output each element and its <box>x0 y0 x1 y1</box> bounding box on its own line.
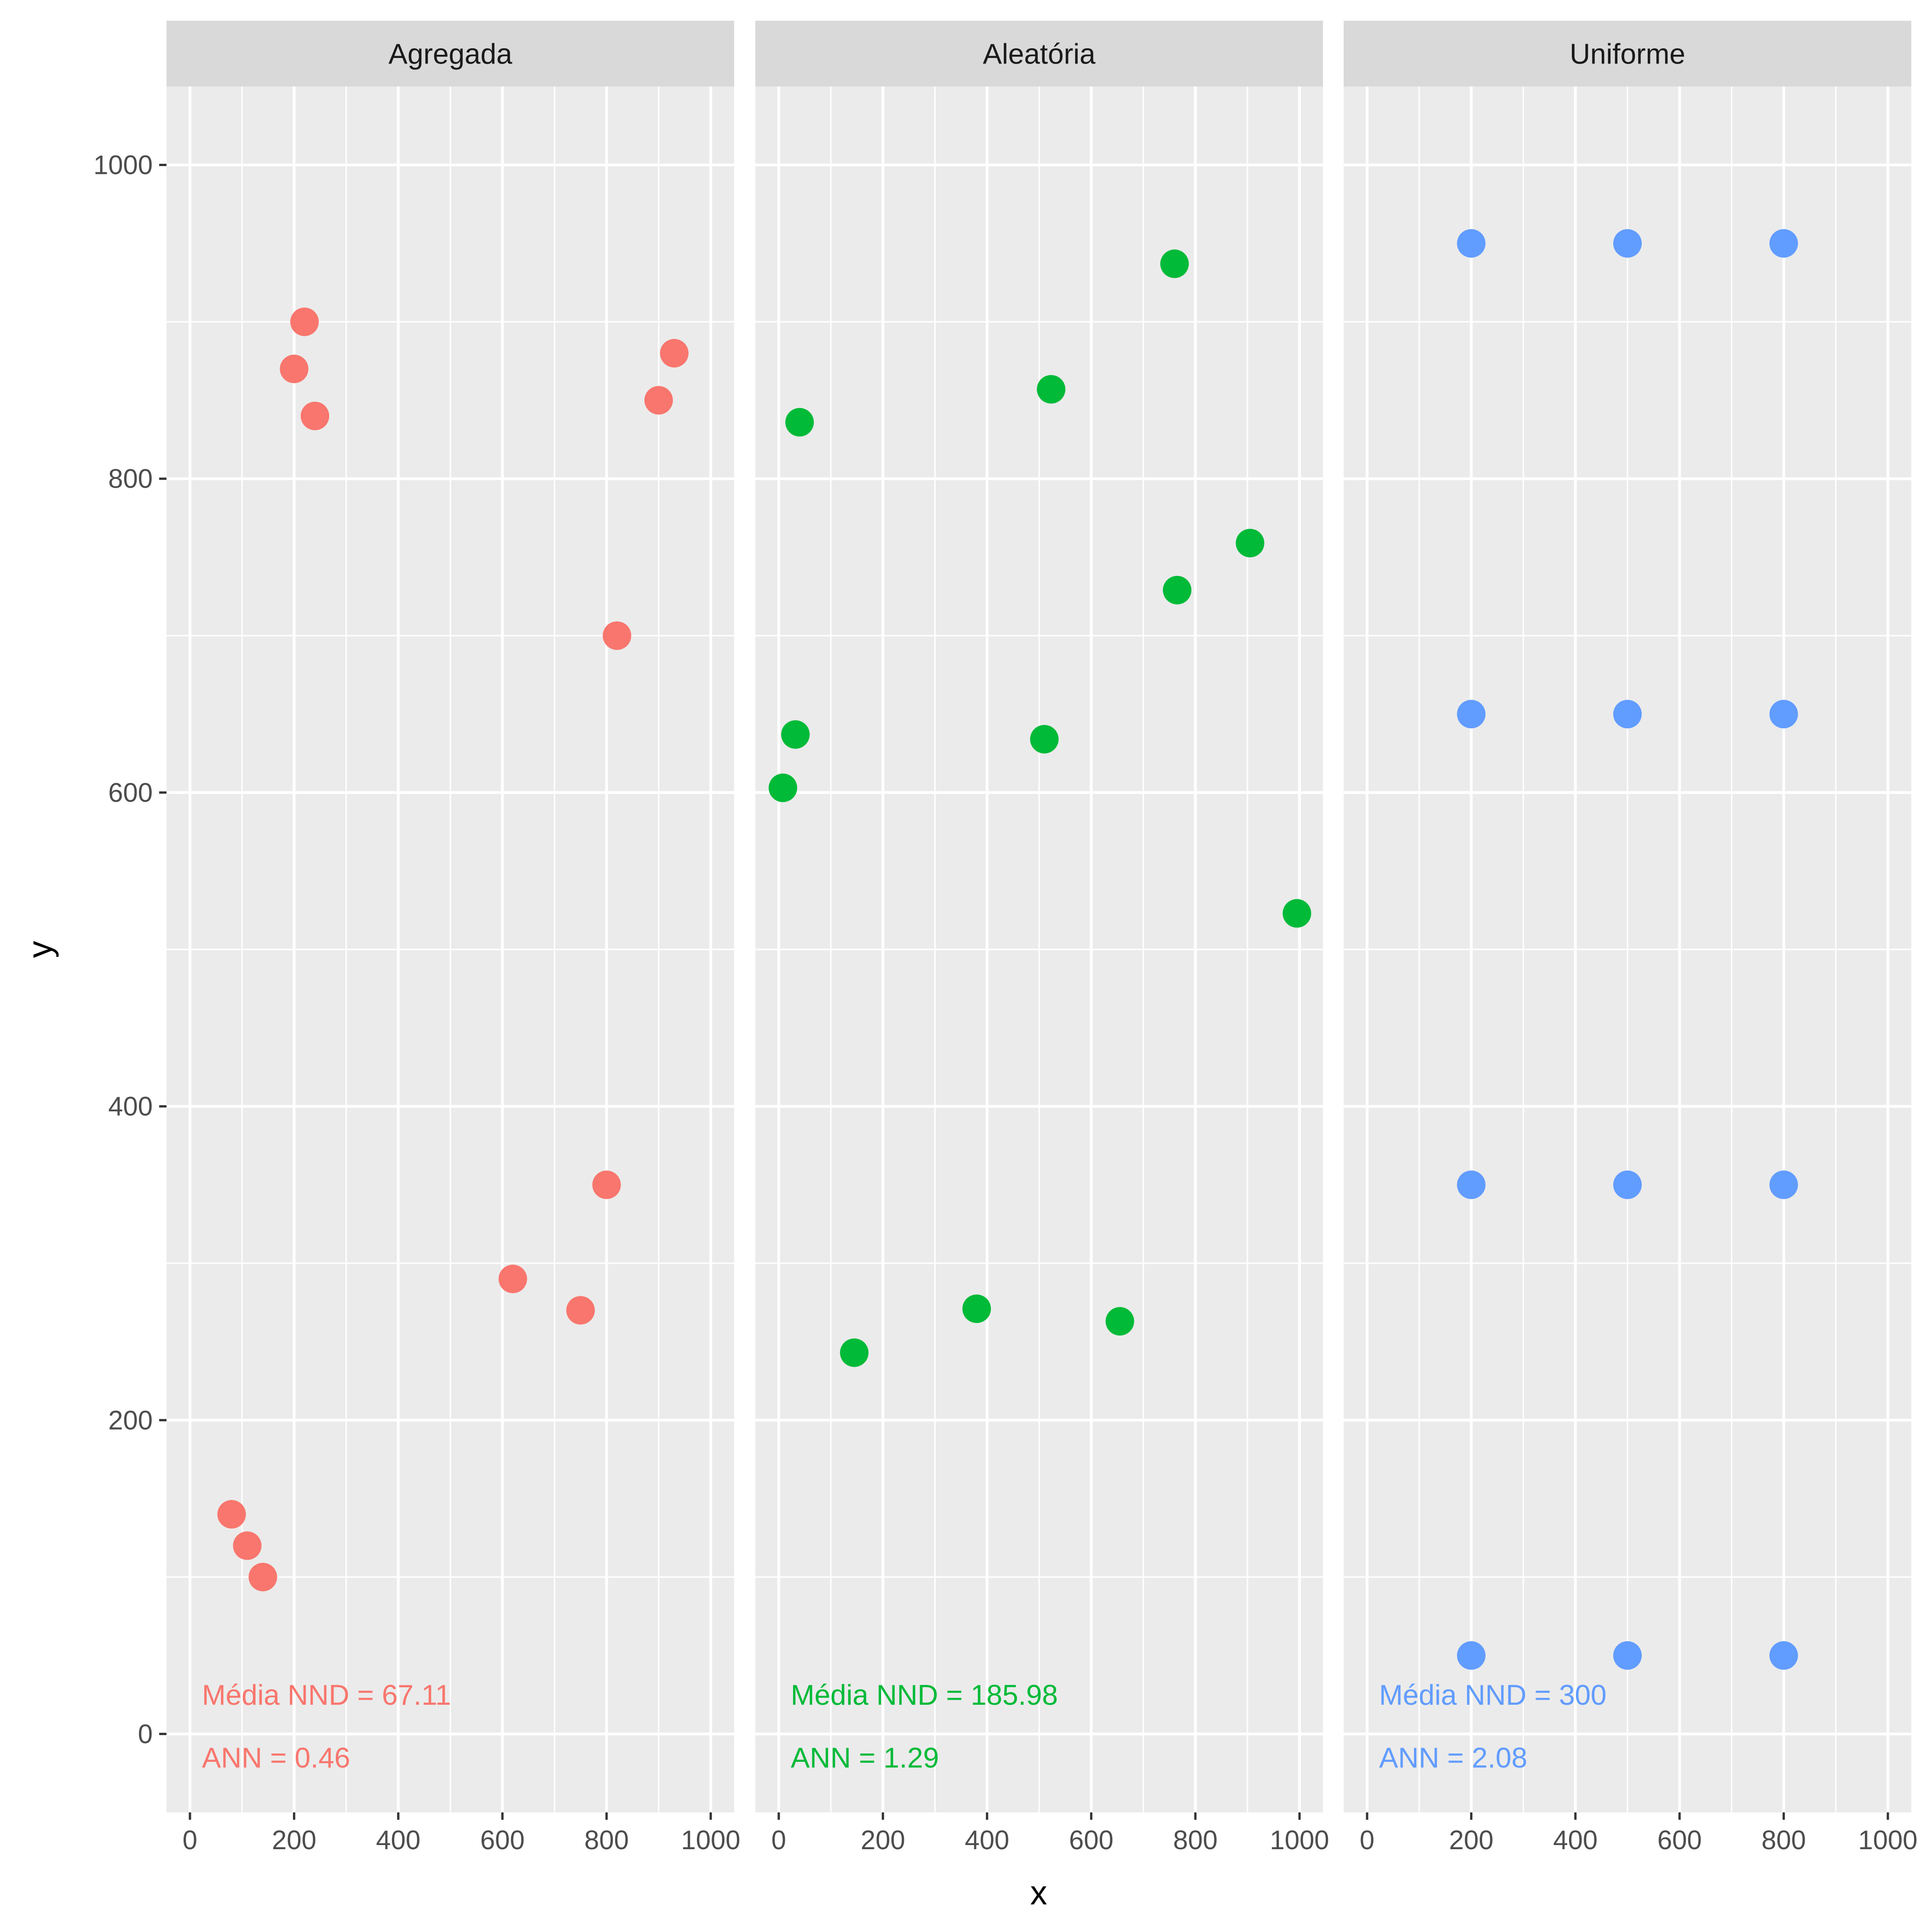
x-tick-label: 600 <box>480 1825 525 1855</box>
data-point <box>1236 529 1265 558</box>
data-point <box>1613 1641 1642 1670</box>
x-tick-label: 1000 <box>681 1825 741 1855</box>
data-point <box>1037 375 1066 404</box>
data-point <box>785 408 814 437</box>
data-point <box>1769 1170 1798 1199</box>
annotation-ann: ANN = 2.08 <box>1379 1742 1527 1774</box>
y-tick-label: 200 <box>108 1405 153 1435</box>
data-point <box>217 1500 246 1529</box>
y-tick-label: 1000 <box>93 150 153 180</box>
data-point <box>592 1170 621 1199</box>
facet-panel: Aleatória 0 200 400 600 800 1000 Média NND = 18… <box>755 21 1329 1855</box>
data-point <box>1769 700 1798 729</box>
annotation-mean-nnd: Média NND = 185.98 <box>791 1679 1058 1711</box>
data-point <box>1030 724 1059 753</box>
y-tick-label: 400 <box>108 1092 153 1121</box>
y-axis-title: y <box>21 941 59 958</box>
x-tick-label: 600 <box>1069 1825 1114 1855</box>
facet-strip-label: Uniforme <box>1570 39 1685 70</box>
data-point <box>1613 229 1642 258</box>
data-point <box>1105 1307 1134 1336</box>
data-point <box>769 773 798 802</box>
annotation-mean-nnd: Média NND = 300 <box>1379 1679 1607 1711</box>
annotation-ann: ANN = 0.46 <box>202 1742 350 1774</box>
data-point <box>781 720 810 749</box>
y-axis: 0 200 400 600 800 1000 <box>93 150 167 1749</box>
data-point <box>233 1531 262 1560</box>
x-tick-label: 0 <box>771 1825 786 1855</box>
facet-panels: Agregada 0 200 400 600 800 1000 Média NND = 67.… <box>167 21 1918 1855</box>
x-tick-label: 800 <box>1173 1825 1218 1855</box>
x-tick-label: 1000 <box>1270 1825 1329 1855</box>
x-tick-label: 200 <box>861 1825 905 1855</box>
x-tick-label: 0 <box>1360 1825 1374 1855</box>
data-point <box>603 621 632 650</box>
x-tick-label: 600 <box>1657 1825 1702 1855</box>
x-tick-label: 800 <box>1761 1825 1806 1855</box>
facet-strip <box>1344 21 1911 86</box>
x-tick-label: 800 <box>584 1825 629 1855</box>
annotation-ann: ANN = 1.29 <box>791 1742 939 1774</box>
facet-panel: Agregada 0 200 400 600 800 1000 Média NND = 67.… <box>167 21 741 1855</box>
data-point <box>1160 249 1189 278</box>
facet-strip-label: Aleatória <box>983 39 1096 70</box>
data-point <box>248 1563 277 1592</box>
x-tick-label: 0 <box>183 1825 197 1855</box>
data-point <box>498 1265 527 1294</box>
annotation-mean-nnd: Média NND = 67.11 <box>202 1679 451 1711</box>
data-point <box>300 402 329 431</box>
y-tick-label: 0 <box>138 1719 153 1749</box>
y-tick-label: 800 <box>108 464 153 494</box>
data-point <box>1613 700 1642 729</box>
data-point <box>290 307 319 336</box>
data-point <box>1769 1641 1798 1670</box>
data-point <box>1457 1641 1486 1670</box>
facet-panel: Uniforme 0 200 400 600 800 1000 Média NND = 300… <box>1344 21 1918 1855</box>
data-point <box>962 1294 991 1323</box>
facet-strip <box>755 21 1323 86</box>
data-point <box>840 1338 869 1367</box>
data-point <box>1457 700 1486 729</box>
data-point <box>1282 899 1311 928</box>
y-tick-label: 600 <box>108 778 153 808</box>
x-axis-title: x <box>1030 1874 1047 1912</box>
data-point <box>1457 1170 1486 1199</box>
data-point <box>566 1296 595 1325</box>
x-tick-label: 200 <box>1449 1825 1494 1855</box>
data-point <box>1769 229 1798 258</box>
data-point <box>1163 575 1192 604</box>
x-tick-label: 400 <box>965 1825 1009 1855</box>
x-tick-label: 400 <box>376 1825 420 1855</box>
data-point <box>280 354 309 383</box>
x-tick-label: 400 <box>1553 1825 1598 1855</box>
facet-strip-label: Agregada <box>389 39 512 70</box>
x-tick-label: 200 <box>272 1825 316 1855</box>
data-point <box>1457 229 1486 258</box>
data-point <box>660 339 689 368</box>
data-point <box>644 386 673 415</box>
data-point <box>1613 1170 1642 1199</box>
x-tick-label: 1000 <box>1858 1825 1918 1855</box>
facet-strip <box>167 21 734 86</box>
